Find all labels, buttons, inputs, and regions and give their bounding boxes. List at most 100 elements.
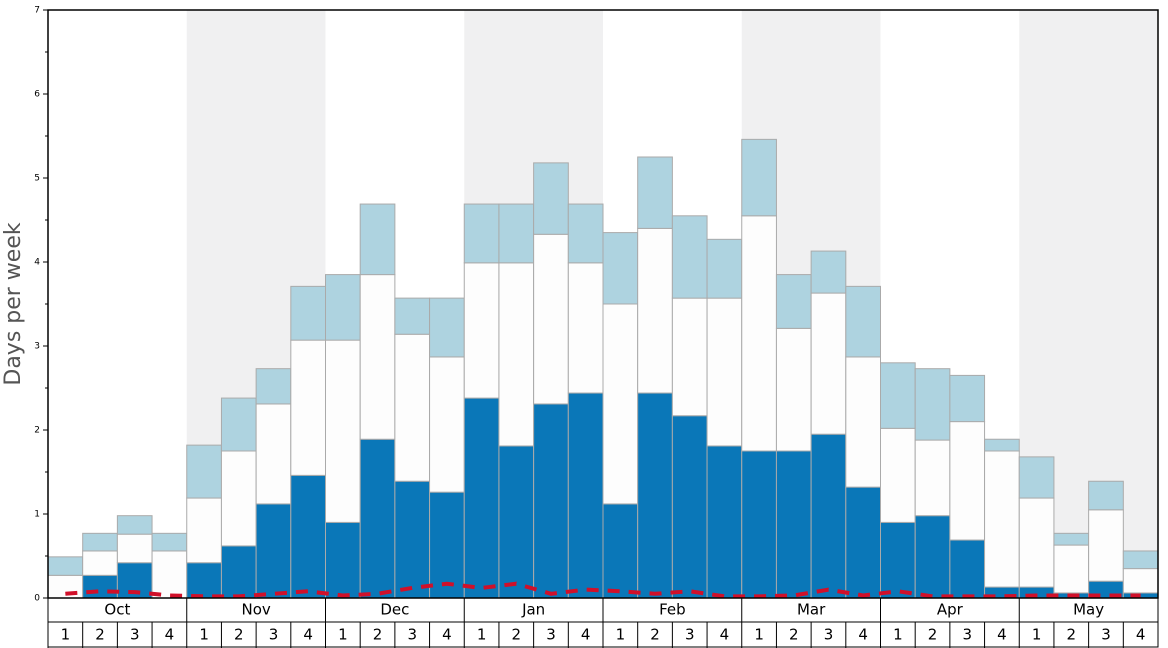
bar-segment <box>880 362 916 429</box>
bar-segment <box>567 392 604 599</box>
bar-segment <box>671 297 708 417</box>
y-axis-label: Days per week <box>1 222 26 385</box>
x-tick-label: 2 <box>234 626 244 644</box>
y-tick-label: 1 <box>34 510 40 520</box>
bar-segment <box>880 521 916 599</box>
bar-segment <box>845 285 881 358</box>
bar-segment <box>949 421 986 541</box>
bar-segment <box>810 250 847 294</box>
bar-segment <box>498 445 535 599</box>
x-tick-label: 1 <box>1032 626 1042 644</box>
x-tick-label: 1 <box>61 626 71 644</box>
y-tick-label: 4 <box>34 258 40 268</box>
bar-segment <box>775 274 812 329</box>
x-tick-label: 3 <box>685 626 695 644</box>
bar-segment <box>429 356 465 493</box>
y-tick-label: 5 <box>34 174 40 184</box>
bar-segment <box>1053 532 1090 546</box>
bar-segment <box>429 297 465 358</box>
bar-segment <box>602 303 639 505</box>
month-label: Nov <box>241 601 270 619</box>
x-tick-label: 2 <box>512 626 522 644</box>
month-label: May <box>1073 601 1104 619</box>
bar-segment <box>220 545 257 599</box>
bar-segment <box>1018 497 1055 588</box>
bar-segment <box>290 285 326 341</box>
x-tick-label: 2 <box>650 626 660 644</box>
x-tick-label: 3 <box>962 626 972 644</box>
bar-segment <box>741 215 777 452</box>
bar-segment <box>151 532 188 552</box>
bar-segment <box>567 203 604 264</box>
x-tick-label: 3 <box>546 626 556 644</box>
y-tick-label: 0 <box>34 594 40 604</box>
x-tick-label: 1 <box>477 626 487 644</box>
bar-segment <box>533 403 569 599</box>
bar-segment <box>255 403 292 505</box>
bar-segment <box>741 450 777 599</box>
bar-segment <box>637 156 673 229</box>
bar-segment <box>706 445 743 599</box>
bar-segment <box>325 521 361 599</box>
bar-segment <box>186 497 222 564</box>
bar-segment <box>463 262 500 399</box>
x-tick-label: 4 <box>1136 626 1146 644</box>
bar-segment <box>1053 544 1090 594</box>
bar-segment <box>1122 550 1159 570</box>
bar-segment <box>394 297 431 335</box>
month-label: Mar <box>797 601 826 619</box>
x-tick-label: 2 <box>789 626 799 644</box>
bar-segment <box>1088 480 1124 511</box>
bar-segment <box>47 574 84 599</box>
bar-segment <box>984 450 1020 588</box>
x-tick-label: 2 <box>373 626 383 644</box>
x-tick-label: 4 <box>581 626 591 644</box>
bar-segment <box>394 333 431 482</box>
bar-segment <box>220 450 257 547</box>
month-label: Oct <box>104 601 130 619</box>
bar-segment <box>255 368 292 405</box>
bar-segment <box>116 533 153 564</box>
bar-segment <box>845 486 881 599</box>
x-tick-label: 1 <box>754 626 764 644</box>
bar-segment <box>498 262 535 447</box>
bar-segment <box>637 392 673 599</box>
bar-segment <box>290 474 326 599</box>
bar-segment <box>325 274 361 341</box>
bar-segment <box>949 539 986 599</box>
bar-segment <box>880 427 916 523</box>
bar-segment <box>394 480 431 599</box>
y-tick-label: 3 <box>34 342 40 352</box>
bar-segment <box>914 515 951 599</box>
bar-segment <box>1018 456 1055 499</box>
bar-segment <box>463 397 500 599</box>
bar-segment <box>671 215 708 299</box>
bar-segment <box>359 274 396 440</box>
bar-segment <box>220 397 257 452</box>
bar-segment <box>949 374 986 423</box>
x-tick-label: 1 <box>616 626 626 644</box>
bar-segment <box>602 503 639 599</box>
bar-segment <box>671 415 708 599</box>
x-tick-label: 4 <box>165 626 175 644</box>
x-tick-label: 2 <box>1067 626 1077 644</box>
x-tick-label: 3 <box>269 626 279 644</box>
bar-segment <box>82 550 118 576</box>
x-tick-label: 2 <box>928 626 938 644</box>
x-tick-label: 1 <box>338 626 348 644</box>
bar-segment <box>602 232 639 305</box>
month-label: Feb <box>659 601 686 619</box>
x-tick-label: 3 <box>824 626 834 644</box>
bar-segment <box>775 450 812 599</box>
y-tick-label: 6 <box>34 90 40 100</box>
x-tick-label: 3 <box>407 626 417 644</box>
bar-segment <box>637 227 673 394</box>
bar-segment <box>533 233 569 405</box>
x-tick-label: 4 <box>720 626 730 644</box>
x-tick-label: 4 <box>442 626 452 644</box>
bar-segment <box>116 515 153 535</box>
bar-segment <box>1088 509 1124 582</box>
x-tick-label: 1 <box>199 626 209 644</box>
bar-segment <box>706 238 743 299</box>
